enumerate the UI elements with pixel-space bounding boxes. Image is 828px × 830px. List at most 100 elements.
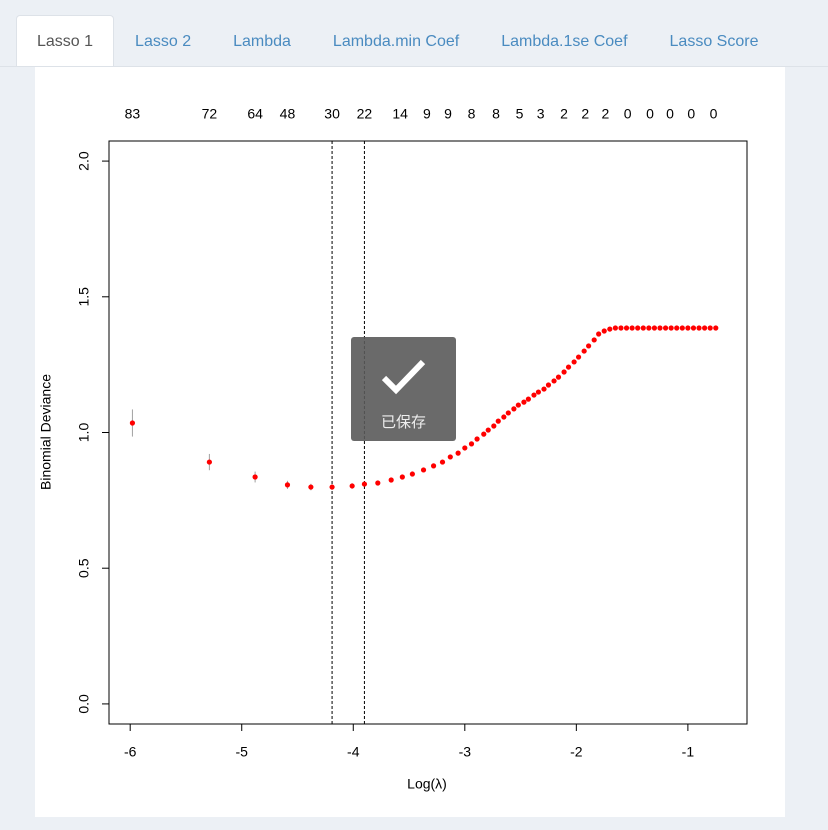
point bbox=[565, 364, 572, 370]
point bbox=[596, 331, 602, 337]
tab[interactable]: Lambda.1se Coef bbox=[501, 33, 628, 50]
point bbox=[545, 382, 552, 388]
point bbox=[662, 325, 669, 331]
point bbox=[501, 414, 507, 420]
point bbox=[474, 436, 480, 442]
point bbox=[420, 467, 427, 473]
top-tick-label: 0 bbox=[624, 106, 632, 122]
x-tick-label: -1 bbox=[682, 744, 695, 760]
point bbox=[581, 348, 587, 354]
y-tick-label: 0.5 bbox=[76, 558, 92, 578]
y-tick-label: 1.0 bbox=[76, 423, 92, 443]
tab[interactable]: Lasso Score bbox=[669, 33, 759, 50]
x-tick-label: -3 bbox=[459, 744, 472, 760]
point bbox=[511, 406, 517, 412]
tab[interactable]: Lasso 2 bbox=[135, 33, 192, 50]
point bbox=[575, 354, 582, 360]
top-tick-label: 2 bbox=[601, 106, 609, 122]
point bbox=[361, 481, 368, 487]
top-tick-label: 0 bbox=[666, 106, 674, 122]
point bbox=[555, 374, 562, 380]
point bbox=[308, 484, 314, 490]
point bbox=[707, 325, 713, 331]
check bbox=[381, 359, 426, 395]
tab-divider bbox=[0, 66, 828, 67]
point bbox=[409, 471, 415, 477]
point bbox=[713, 325, 719, 331]
point bbox=[679, 325, 685, 331]
point bbox=[651, 325, 658, 331]
point bbox=[455, 450, 461, 456]
point bbox=[629, 325, 635, 331]
point bbox=[329, 484, 335, 490]
point bbox=[668, 325, 674, 331]
top-tick-label: 22 bbox=[357, 106, 373, 122]
point bbox=[129, 420, 136, 426]
top-tick-label: 2 bbox=[560, 106, 568, 122]
top-tick-label: 0 bbox=[646, 106, 654, 122]
y-tick-label: 2.0 bbox=[76, 151, 92, 171]
top-tick-label: 14 bbox=[392, 106, 408, 122]
top-tick-label: 30 bbox=[324, 106, 340, 122]
point bbox=[447, 454, 453, 460]
point bbox=[690, 325, 697, 331]
point bbox=[521, 399, 527, 405]
point bbox=[618, 325, 624, 331]
top-tick-label: 72 bbox=[202, 106, 218, 122]
point bbox=[601, 328, 607, 334]
tab[interactable]: Lambda.min Coef bbox=[332, 33, 460, 50]
point bbox=[635, 325, 641, 331]
toast-text: 已保存 bbox=[380, 413, 426, 431]
point bbox=[591, 337, 597, 343]
point bbox=[505, 410, 511, 416]
point bbox=[696, 325, 702, 331]
point bbox=[481, 431, 487, 437]
top-tick-label: 2 bbox=[581, 106, 589, 122]
point bbox=[485, 427, 491, 433]
point bbox=[623, 325, 630, 331]
point bbox=[206, 459, 212, 465]
point bbox=[468, 441, 475, 447]
point bbox=[607, 326, 613, 332]
point bbox=[525, 396, 531, 402]
tab[interactable]: Lambda bbox=[233, 33, 291, 50]
top-tick-label: 5 bbox=[516, 106, 524, 122]
point bbox=[349, 483, 355, 489]
point bbox=[561, 369, 567, 375]
point bbox=[388, 477, 394, 483]
point bbox=[674, 325, 680, 331]
point bbox=[702, 325, 708, 331]
point bbox=[646, 325, 652, 331]
top-tick-label: 48 bbox=[280, 106, 296, 122]
point bbox=[535, 389, 542, 395]
point bbox=[515, 402, 521, 408]
point bbox=[284, 482, 291, 488]
tab-bar: Lasso 1 Lasso 2 Lambda Lambda.min Coef Lambd… bbox=[16, 15, 779, 67]
top-tick-label: 0 bbox=[710, 106, 718, 122]
point bbox=[495, 418, 501, 424]
point bbox=[491, 423, 497, 429]
x-axis-label: Log(λ) bbox=[407, 776, 447, 792]
toast: 已保存 bbox=[351, 337, 456, 441]
point bbox=[462, 445, 468, 451]
point bbox=[657, 325, 663, 331]
x-tick-label: -2 bbox=[570, 744, 583, 760]
top-tick-label: 9 bbox=[444, 106, 452, 122]
point bbox=[375, 480, 381, 486]
point bbox=[439, 459, 446, 465]
top-tick-label: 9 bbox=[423, 106, 431, 122]
point bbox=[551, 378, 557, 384]
x-tick-label: -4 bbox=[347, 744, 360, 760]
point bbox=[430, 463, 437, 469]
y-axis-label: Binomial Deviance bbox=[38, 374, 54, 490]
panel bbox=[35, 67, 785, 817]
point bbox=[612, 325, 618, 331]
check-icon bbox=[381, 359, 426, 395]
point bbox=[571, 359, 577, 365]
top-tick-label: 8 bbox=[468, 106, 476, 122]
top-tick-label: 83 bbox=[125, 106, 141, 122]
top-tick-label: 8 bbox=[492, 106, 500, 122]
y-tick-label: 0.0 bbox=[76, 694, 92, 714]
tab[interactable]: Lasso 1 bbox=[16, 15, 115, 67]
